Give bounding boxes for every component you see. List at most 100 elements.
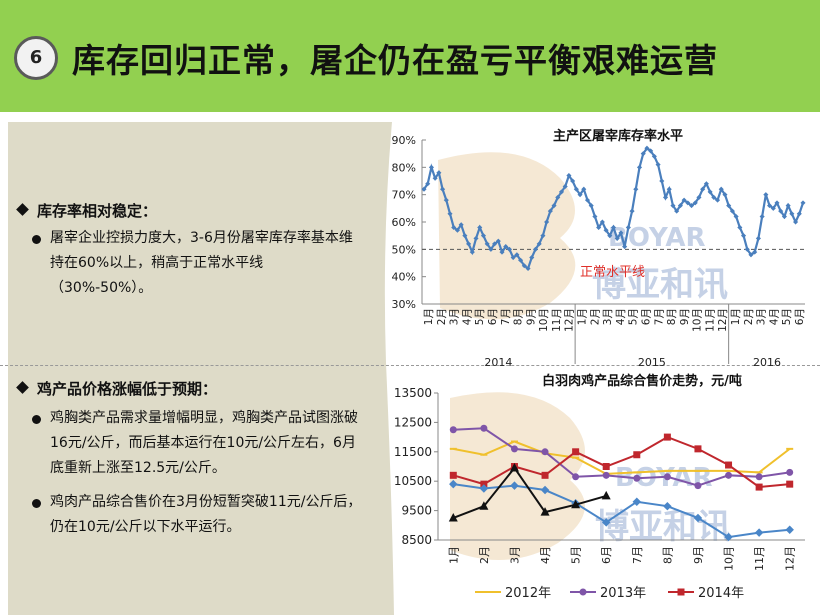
chart1-point [529,254,535,261]
chart1-month-label: 8月 [513,308,525,325]
chart1-month-label: 12月 [564,308,576,332]
chart2-point [755,483,763,491]
chart2-point [572,448,580,456]
section2-heading: 鸡产品价格涨幅低于预期： [16,378,217,399]
chart1-ytick-label: 60% [392,216,416,229]
chart1-month-label: 3月 [602,308,614,325]
chart1-point [518,257,524,263]
chart1-ytick-label: 30% [392,298,416,311]
chart2-legend-label: 2013年 [600,586,646,601]
chart1-point [659,178,665,184]
chart2-point [694,445,702,453]
chart1-point [629,208,635,214]
chart1-month-label: 1月 [577,308,589,325]
chart1-ytick-label: 90% [392,134,416,147]
chart1-point [610,224,617,231]
chart1-point [536,241,542,247]
chart1-point [425,181,431,187]
chart2-point [663,501,672,511]
chart2-month-label: 12月 [784,546,797,571]
chart1-point [469,249,475,255]
chart2-point [572,456,580,459]
chart1-point [592,213,598,220]
chart2-point [755,473,763,481]
chart1-point [443,197,449,203]
chart2-ytick-label: 12500 [394,415,432,429]
chart2-point [510,440,518,443]
chart2-month-label: 4月 [539,546,552,564]
chart2-legend-marker [579,588,587,596]
chart2-series-line [453,440,791,475]
chart2-point [480,424,488,432]
chart2-ytick-label: 13500 [394,386,432,400]
chart2-point [479,501,489,510]
chart1-ytick-label: 80% [392,161,416,174]
chart2-point [480,453,488,456]
chart1-point [436,170,442,176]
dot-bullet-icon [32,235,41,244]
chart1-point [633,186,639,192]
chart2-point [725,461,733,469]
chart1-point [752,249,758,255]
watermark-cn: 博亚和讯 [592,265,728,305]
chart2-month-label: 6月 [600,546,613,564]
chart1-point [428,164,434,170]
chart1-ytick-label: 50% [392,243,416,256]
chart2-month-label: 1月 [447,546,460,564]
chart2-point [786,480,794,488]
chart2-point [693,513,703,523]
chart1-month-label: 9月 [525,308,537,325]
chart1-point [440,186,446,192]
chart2-month-label: 2月 [478,546,491,564]
chart1-point [714,197,721,203]
chart2-point [540,507,550,516]
chart1-month-label: 11月 [704,308,716,332]
chart2-month-label: 11月 [753,546,766,571]
chart2-month-label: 8月 [661,546,674,564]
chart2-ytick-label: 10500 [394,474,432,488]
diamond-bullet-icon [16,203,29,216]
chart2-point [633,451,641,459]
chart1-point [451,224,457,231]
chart2-point [510,445,518,453]
chart2-title: 白羽肉鸡产品综合售价走势，元/吨 [542,373,742,389]
chicken-price-chart: BOYAR 博亚和讯 白羽肉鸡产品综合售价走势，元/吨 850095001050… [394,373,805,601]
chart1-point [729,208,735,214]
chart2-point [725,471,733,479]
chart2-point [479,484,489,493]
chart2-point [694,482,702,490]
chart2-point [785,525,794,534]
chart2-point [571,499,581,509]
chart1-month-label: 5月 [628,308,640,325]
chart2-ytick-label: 8500 [401,533,432,547]
watermark: BOYAR 博亚和讯 [438,152,728,320]
chart2-point [694,469,702,472]
chart1-month-label: 5月 [474,308,486,325]
chart1-year-label: 2016 [753,356,781,368]
chart1-point [466,241,472,247]
section1-point: 屠宰企业控损力度大，3-6月份屠宰库存率基本维持在60%以上，稍高于正常水平线（… [32,226,354,301]
chart1-point [510,254,516,261]
chart2-point [725,469,733,472]
normal-level-label: 正常水平线 [580,265,645,280]
chart2-month-label: 10月 [723,546,736,571]
chart2-point [601,490,611,500]
chart1-point [759,213,765,220]
chart2-month-label: 9月 [692,546,705,564]
chart2-point [448,512,458,522]
chart1-month-label: 6月 [794,308,806,325]
chart1-month-label: 7月 [653,308,665,325]
chart2-point [663,473,671,481]
chart1-month-label: 2月 [436,308,448,325]
chart2-point [449,447,457,450]
chart2-point [510,481,519,490]
chart1-point [800,200,806,206]
chart2-point [509,462,519,472]
chart2-legend-label: 2012年 [505,586,551,601]
chart1-title: 主产区屠宰库存率水平 [553,128,683,144]
chart2-point [754,528,764,537]
chart1-month-label: 2月 [589,308,601,325]
chart2-point [541,448,549,456]
chart1-point [532,246,539,252]
chart2-point [449,426,457,434]
